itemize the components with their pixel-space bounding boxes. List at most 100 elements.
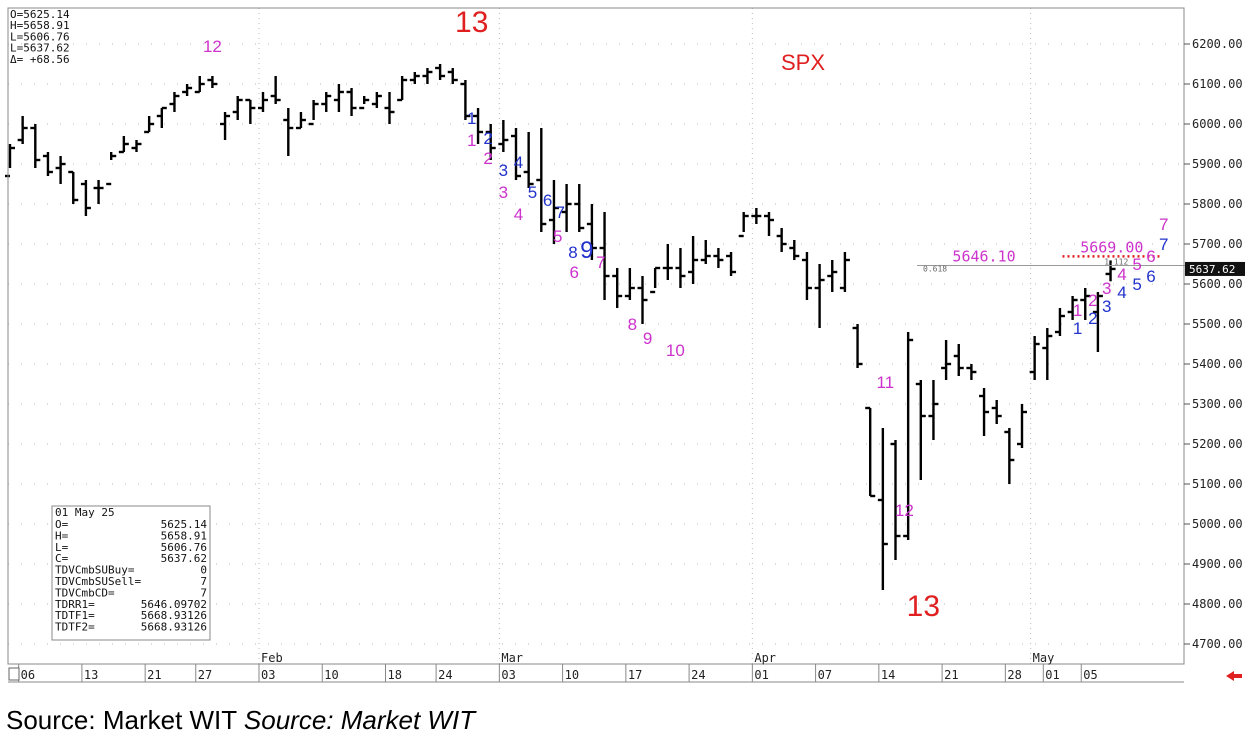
ohlc-bar xyxy=(1067,296,1078,320)
ohlc-bar xyxy=(536,128,547,232)
ohlc-bar xyxy=(801,252,812,300)
count-label: 1 xyxy=(1073,301,1082,320)
count-label: 13 xyxy=(455,6,488,39)
count-label: 1 xyxy=(1073,319,1082,338)
scroll-start-icon xyxy=(8,667,20,681)
ohlc-bar xyxy=(460,80,471,120)
price-levels: 5669.001.112 5646.10 0.618 xyxy=(917,238,1187,274)
count-label: 2 xyxy=(1088,291,1097,310)
info-box-value: 7 xyxy=(200,575,207,588)
count-label: 3 xyxy=(1102,279,1111,298)
count-label: 5 xyxy=(528,183,537,202)
x-month-label: Feb xyxy=(261,651,283,665)
source-text-italic: Source: Market WIT xyxy=(243,705,476,735)
info-box-key: TDTF2= xyxy=(55,621,95,634)
plot-border xyxy=(7,7,1185,665)
info-box: 01 May 25O= 5625.14 H= 5658.91 L= 5606.76 C= 56… xyxy=(51,505,211,641)
ohlc-header-line: L=5637.62 xyxy=(10,42,70,55)
ohlc-bar xyxy=(270,76,281,104)
info-box-value: 5625.14 xyxy=(161,518,208,531)
count-label: 1 xyxy=(467,131,476,150)
count-label: 8 xyxy=(628,315,637,334)
ohlc-bar xyxy=(283,108,294,156)
y-tick-label: 5400.00 xyxy=(1192,357,1243,371)
x-month-label: Apr xyxy=(754,651,776,665)
ohlc-bar xyxy=(1080,288,1091,320)
axes: 6200.006100.006000.005900.005800.005700.… xyxy=(7,7,1243,683)
x-day-label: 07 xyxy=(818,668,832,682)
count-label: 9 xyxy=(643,329,652,348)
ohlc-bar xyxy=(586,204,597,260)
ohlc-bar xyxy=(1054,308,1065,336)
ohlc-bar xyxy=(485,124,496,160)
info-box-value: 5606.76 xyxy=(161,541,207,554)
ohlc-bar xyxy=(359,96,370,110)
ohlc-bar xyxy=(333,84,344,112)
info-box-key: H= xyxy=(55,529,69,542)
level-ratio-label: 1.112 xyxy=(1104,257,1128,266)
info-box-value: 5668.93126 xyxy=(141,609,207,622)
ohlc-bar xyxy=(55,156,66,184)
info-box-key: TDVCmbSUBuy= xyxy=(55,564,135,577)
ohlc-bar xyxy=(548,180,559,244)
ohlc-bar xyxy=(93,180,104,204)
ohlc-bar xyxy=(764,212,774,236)
x-month-label: Mar xyxy=(501,651,523,665)
count-label: 4 xyxy=(1117,265,1126,284)
y-tick-label: 4800.00 xyxy=(1192,597,1243,611)
last-price-box xyxy=(1185,261,1245,276)
ohlc-bar xyxy=(979,388,990,436)
ohlc-bar xyxy=(1029,336,1040,380)
level-ratio-label: 0.618 xyxy=(923,265,947,274)
ohlc-bar xyxy=(321,92,332,112)
ohlc-bar xyxy=(953,344,964,376)
ohlc-bar xyxy=(662,244,673,280)
x-day-label: 24 xyxy=(691,668,705,682)
ohlc-bar xyxy=(346,88,357,116)
ohlc-bar xyxy=(1017,404,1027,448)
x-day-label: 21 xyxy=(944,668,958,682)
count-label: 12 xyxy=(895,501,914,520)
x-day-label: 14 xyxy=(881,668,895,682)
ohlc-bar xyxy=(839,252,850,292)
ohlc-bar xyxy=(1105,260,1116,282)
x-day-label: 06 xyxy=(21,668,35,682)
y-tick-label: 6200.00 xyxy=(1192,37,1243,51)
y-tick-label: 5800.00 xyxy=(1192,197,1243,211)
info-box-value: 0 xyxy=(200,564,207,577)
spx-bar-chart: 5669.00 1.112 5646.10 0.618 12 13 1 1 2 2 3 3 4 4 5 6 7… xyxy=(5,6,1245,683)
x-day-label: 03 xyxy=(261,668,275,682)
source-text: Source: Market WIT xyxy=(6,705,237,735)
x-month-label: May xyxy=(1033,651,1055,665)
x-day-label: 17 xyxy=(628,668,642,682)
info-box-key: O= xyxy=(55,518,69,531)
ohlc-bar xyxy=(232,96,243,120)
ohlc-bar xyxy=(1004,428,1015,484)
y-tick-label: 6000.00 xyxy=(1192,117,1243,131)
ohlc-bar xyxy=(523,132,534,188)
ohlc-bar xyxy=(650,266,661,294)
ohlc-bar xyxy=(371,92,382,108)
price-bars xyxy=(5,64,1116,590)
ohlc-bar xyxy=(776,228,787,252)
y-tick-label: 5700.00 xyxy=(1192,237,1243,251)
ohlc-bar xyxy=(397,76,408,102)
y-tick-label: 5200.00 xyxy=(1192,437,1243,451)
ohlc-bar xyxy=(68,170,79,204)
y-tick-label: 5900.00 xyxy=(1192,157,1243,171)
count-label: 7 xyxy=(1159,235,1168,254)
ohlc-bar xyxy=(1092,292,1103,352)
ohlc-bar xyxy=(827,260,838,292)
ohlc-header-line: L=5606.76 xyxy=(10,30,70,43)
info-box-key: C= xyxy=(55,552,69,565)
ohlc-bar xyxy=(713,248,724,268)
ohlc-bar xyxy=(688,236,699,284)
ohlc-bar xyxy=(928,380,939,440)
count-label: 11 xyxy=(877,373,895,392)
level-label: 5669.00 xyxy=(1080,238,1143,256)
x-day-label: 28 xyxy=(1007,668,1021,682)
y-tick-label: 5500.00 xyxy=(1192,317,1243,331)
x-day-label: 18 xyxy=(388,668,402,682)
info-box-value: 5637.62 xyxy=(161,552,207,565)
